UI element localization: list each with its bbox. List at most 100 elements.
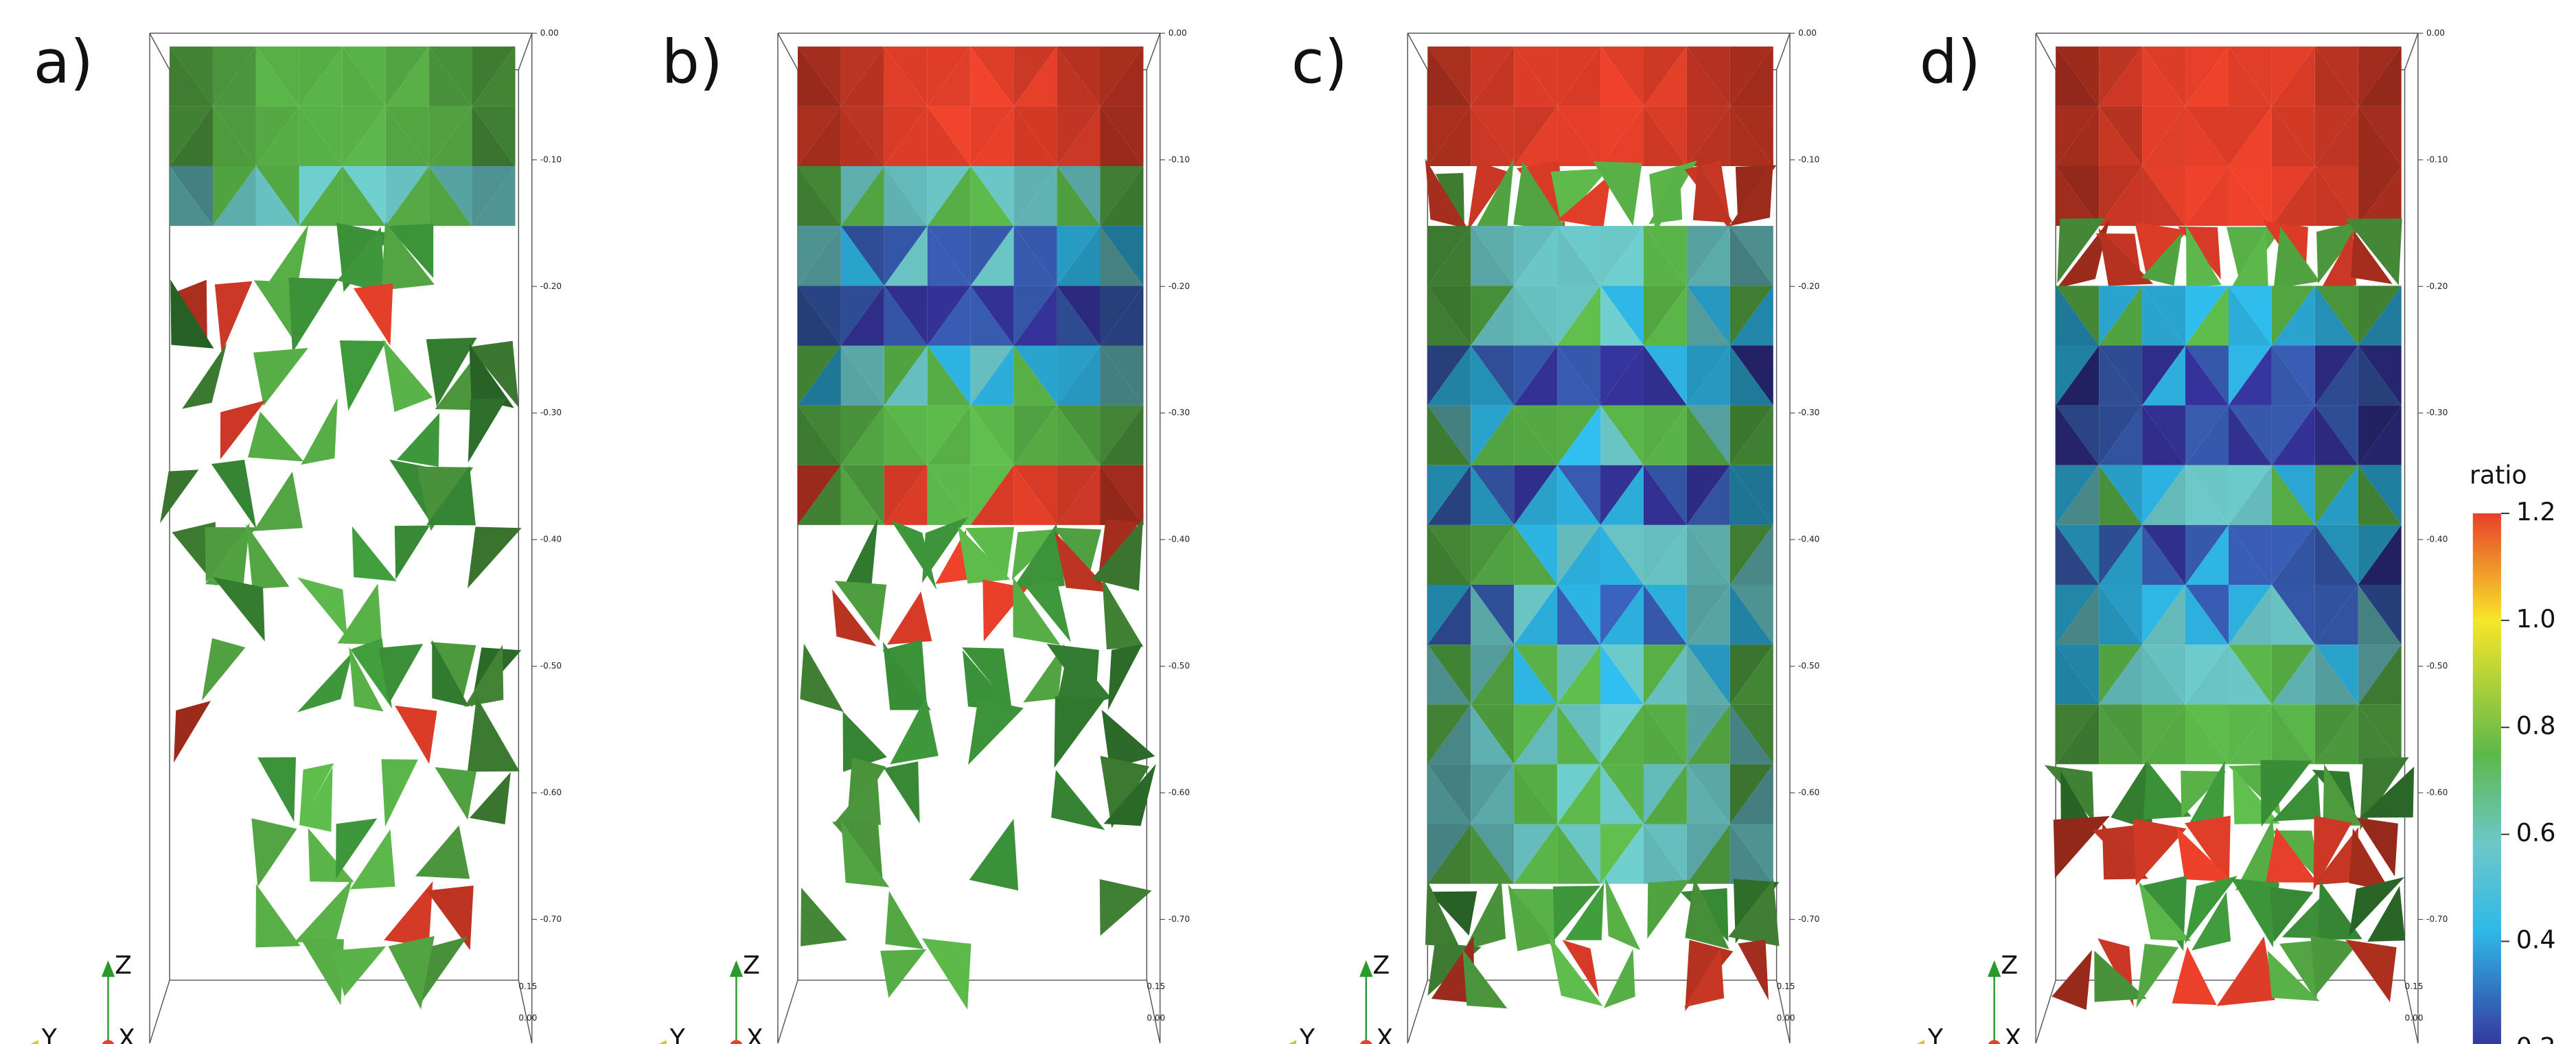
mesh-element xyxy=(340,340,387,410)
mesh-element xyxy=(1108,645,1142,710)
mesh-element xyxy=(435,767,476,820)
z-tick-label: -0.30 xyxy=(1169,408,1190,417)
triad-z-label: Z xyxy=(1372,951,1390,980)
depth-tick-label: 0.00 xyxy=(1777,1013,1795,1023)
z-tick-label: -0.40 xyxy=(1169,535,1190,544)
z-tick-label: -0.70 xyxy=(1169,914,1190,924)
depth-tick-label: 0.00 xyxy=(518,1013,537,1023)
mesh-element xyxy=(297,652,353,712)
colorbar-tick-label: 0.8 xyxy=(2516,711,2556,741)
mesh-element xyxy=(288,277,338,352)
z-tick-label: -0.10 xyxy=(2426,154,2448,164)
mesh-element xyxy=(202,638,245,701)
mesh-element xyxy=(297,577,347,638)
triad-y-head xyxy=(653,1040,666,1044)
mesh-element xyxy=(1051,770,1105,831)
z-tick-label: 0.00 xyxy=(540,28,559,38)
depth-tick-label: 0.15 xyxy=(1147,982,1165,991)
colorbar-tick-label: 0.4 xyxy=(2516,925,2556,954)
mesh-element xyxy=(251,818,297,887)
panel: b)0.00-0.10-0.20-0.30-0.40-0.50-0.60-0.7… xyxy=(653,27,1190,1044)
colorbar-title: ratio xyxy=(2470,461,2527,490)
depth-tick-label: 0.15 xyxy=(1777,982,1795,991)
z-tick-label: -0.50 xyxy=(540,661,562,671)
mesh-element xyxy=(415,825,470,879)
z-tick-label: -0.50 xyxy=(1169,661,1190,671)
triad-x xyxy=(1988,1040,2001,1044)
mesh-element xyxy=(468,697,520,772)
panel-label: d) xyxy=(1920,27,1981,97)
triad-z-label: Z xyxy=(743,951,760,980)
colorbar-tick-label: 0.2 xyxy=(2516,1032,2556,1044)
triad-y-head xyxy=(1911,1040,1924,1044)
mesh-element xyxy=(468,527,522,589)
mesh-element xyxy=(352,526,397,581)
z-tick-label: -0.60 xyxy=(1798,788,1819,798)
z-tick-label: -0.50 xyxy=(2426,661,2448,671)
z-tick-label: -0.20 xyxy=(1169,281,1190,291)
z-tick-label: -0.40 xyxy=(2426,535,2448,544)
mesh-element xyxy=(213,577,265,641)
mesh-element xyxy=(248,412,303,462)
mesh-element xyxy=(266,224,309,287)
mesh-element xyxy=(1738,940,1769,1000)
mesh-element xyxy=(2345,940,2396,1002)
z-tick-label: -0.60 xyxy=(540,788,562,798)
triad-z-label: Z xyxy=(115,951,132,980)
triad-y-head xyxy=(1283,1040,1296,1044)
panel: d)0.00-0.10-0.20-0.30-0.40-0.50-0.60-0.7… xyxy=(1911,27,2448,1044)
mesh-element xyxy=(211,460,257,529)
mesh-element xyxy=(215,281,253,353)
z-tick-label: 0.00 xyxy=(2426,28,2445,38)
z-tick-label: -0.70 xyxy=(2426,914,2448,924)
mesh-element xyxy=(255,884,300,947)
mesh-element xyxy=(2217,936,2275,1006)
z-tick-label: -0.70 xyxy=(540,914,562,924)
figure: a) 0.00 -0.10 -0.20 -0.30 -0.40 -0.50 -0.60 -0.7… xyxy=(0,0,2576,1044)
z-tick-label: -0.60 xyxy=(2426,788,2448,798)
mesh-element xyxy=(885,891,923,949)
mesh-element xyxy=(182,343,227,409)
triad-x-label: X xyxy=(1376,1023,1393,1044)
mesh-element xyxy=(1100,879,1152,936)
triad-y-label: Y xyxy=(669,1023,686,1044)
mesh-element xyxy=(2133,819,2187,886)
z-tick-label: 0.00 xyxy=(1798,28,1817,38)
mesh-element xyxy=(1647,880,1690,939)
triad-x xyxy=(730,1040,743,1044)
mesh-element xyxy=(842,518,878,593)
triad-x-label: X xyxy=(118,1023,135,1044)
mesh-element xyxy=(969,819,1018,890)
triad-y-label: Y xyxy=(1927,1023,1944,1044)
panel-label: b) xyxy=(661,27,722,97)
panel: c)0.00-0.10-0.20-0.30-0.40-0.50-0.60-0.7… xyxy=(1283,27,1820,1044)
triad-z-head xyxy=(1988,960,2001,977)
mesh-element xyxy=(301,398,338,465)
panel-label: a) xyxy=(34,27,93,97)
mesh-element xyxy=(381,759,417,826)
z-tick-label: -0.40 xyxy=(540,535,562,544)
z-tick-label: -0.10 xyxy=(1169,154,1190,164)
z-tick-label: -0.20 xyxy=(1798,281,1819,291)
mesh-element xyxy=(468,398,507,462)
triad-y-label: Y xyxy=(41,1023,58,1044)
mesh-element xyxy=(884,761,919,823)
triad-z-head xyxy=(102,960,115,977)
depth-tick-label: 0.15 xyxy=(2405,982,2424,991)
mesh-element xyxy=(2054,816,2110,879)
depth-tick-label: 0.00 xyxy=(2405,1013,2424,1023)
triad-z-head xyxy=(1359,960,1372,977)
triad-x xyxy=(1359,1040,1372,1044)
z-tick-label: -0.30 xyxy=(2426,408,2448,417)
mesh-element xyxy=(922,938,971,1010)
mesh-element xyxy=(887,592,932,645)
mesh-element xyxy=(801,888,847,946)
mesh-element xyxy=(253,472,303,531)
mesh-element xyxy=(257,757,296,822)
mesh-element xyxy=(800,644,844,712)
depth-tick-label: 0.15 xyxy=(518,982,537,991)
panel: a)0.00-0.10-0.20-0.30-0.40-0.50-0.60-0.7… xyxy=(25,27,562,1044)
mesh-element xyxy=(300,938,344,1006)
triad-z-head xyxy=(730,960,743,977)
mesh-element xyxy=(395,706,437,764)
